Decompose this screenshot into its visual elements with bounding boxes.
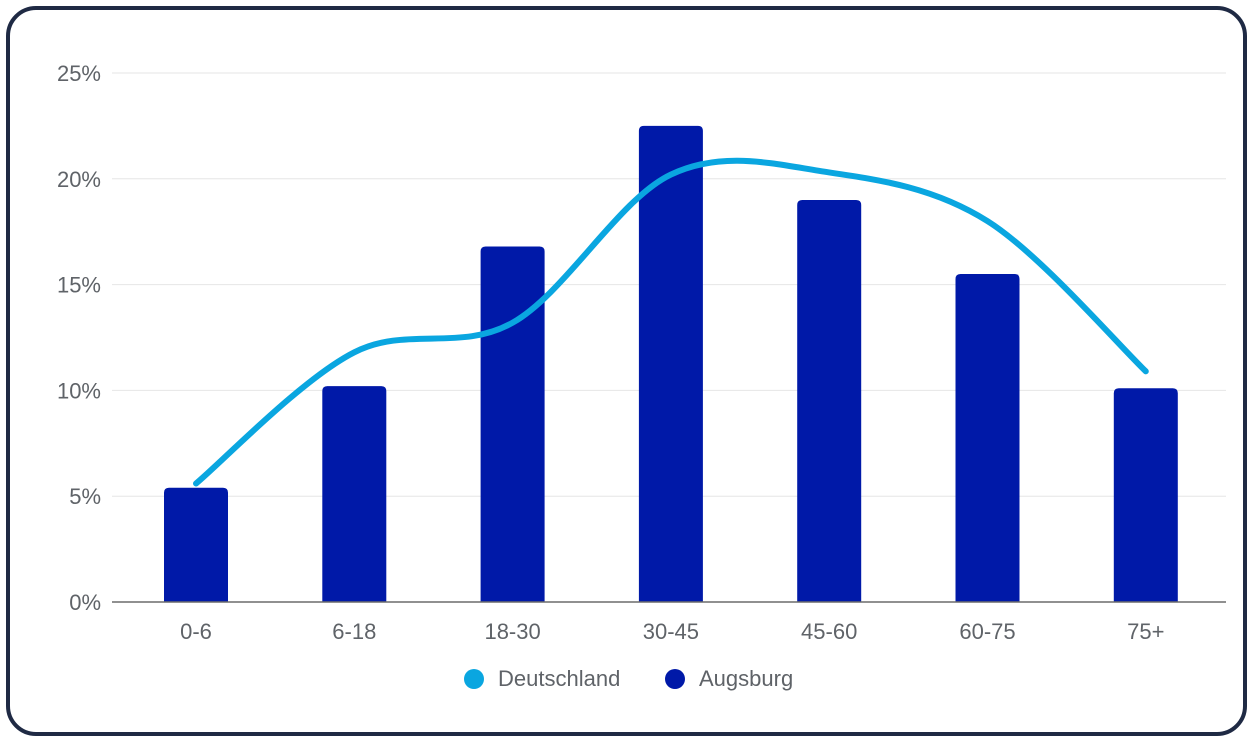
bar-60-75 [955, 274, 1020, 602]
legend: Deutschland Augsburg [464, 666, 793, 691]
y-tick-label: 0% [69, 590, 101, 615]
legend-marker-augsburg [665, 669, 685, 689]
x-tick-label: 30-45 [643, 619, 699, 644]
x-tick-label: 6-18 [332, 619, 376, 644]
x-tick-labels: 0-6 6-18 18-30 30-45 45-60 60-75 75+ [180, 619, 1164, 644]
y-tick-label: 15% [57, 273, 101, 298]
bar-6-18 [322, 386, 387, 602]
bar-18-30 [480, 246, 545, 602]
legend-label-deutschland: Deutschland [498, 666, 620, 691]
legend-label-augsburg: Augsburg [699, 666, 793, 691]
y-tick-label: 25% [57, 61, 101, 86]
x-tick-label: 60-75 [959, 619, 1015, 644]
line-series-deutschland [193, 157, 1149, 487]
bar-75+ [1113, 388, 1178, 602]
y-tick-labels: 0% 5% 10% 15% 20% 25% [57, 61, 101, 615]
legend-marker-deutschland [464, 669, 484, 689]
y-tick-label: 5% [69, 484, 101, 509]
bar-series-augsburg [164, 125, 1178, 603]
x-tick-label: 18-30 [484, 619, 540, 644]
x-tick-label: 0-6 [180, 619, 212, 644]
chart-card [6, 6, 1247, 736]
bar-0-6 [164, 487, 228, 602]
x-tick-label: 75+ [1127, 619, 1164, 644]
x-tick-label: 45-60 [801, 619, 857, 644]
y-tick-label: 20% [57, 167, 101, 192]
bar-30-45 [638, 125, 703, 603]
bar-45-60 [797, 199, 862, 602]
y-tick-label: 10% [57, 378, 101, 403]
